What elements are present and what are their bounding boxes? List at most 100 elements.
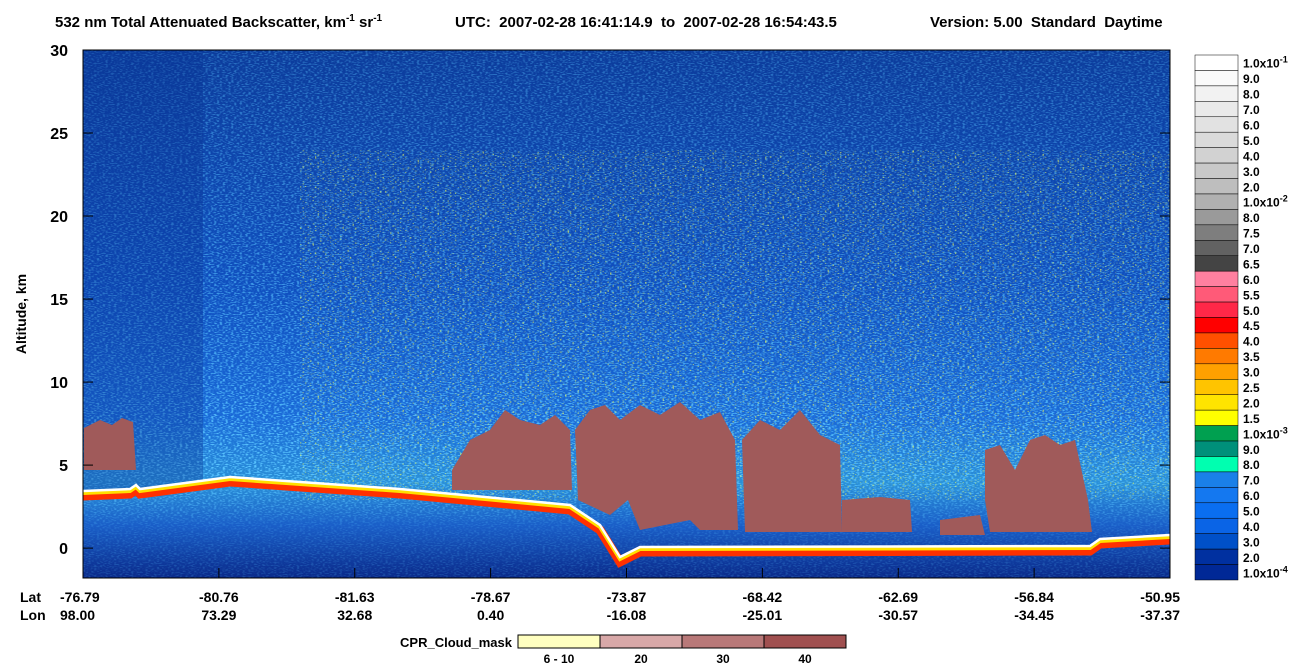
x-tick-label: 32.68 (337, 607, 372, 623)
colorbar-label: 8.0 (1243, 211, 1260, 225)
colorbar-label-sup: -4 (1280, 564, 1288, 574)
colorbar-label-text: 4.0 (1243, 149, 1260, 163)
colorbar-band (1194, 255, 1239, 272)
x-tick-label: -62.69 (878, 589, 918, 605)
colorbar-label-text: 3.0 (1243, 366, 1260, 380)
colorbar-label: 6.0 (1243, 489, 1260, 503)
colorbar-label-text: 1.0x10 (1243, 196, 1280, 210)
colorbar-label-text: 4.0 (1243, 520, 1260, 534)
legend-title: CPR_Cloud_mask (400, 635, 513, 650)
legend-swatch (599, 634, 683, 649)
colorbar-label-text: 7.0 (1243, 474, 1260, 488)
colorbar-label-text: 6.0 (1243, 118, 1260, 132)
colorbar-label: 7.0 (1243, 103, 1260, 117)
colorbar-label-text: 1.5 (1243, 412, 1260, 426)
colorbar-label: 4.0 (1243, 335, 1260, 349)
colorbar-label-text: 3.0 (1243, 535, 1260, 549)
colorbar-label: 1.0x10-2 (1243, 194, 1288, 210)
y-tick-label: 15 (50, 292, 68, 309)
colorbar-label: 6.0 (1243, 118, 1260, 132)
colorbar-label-text: 3.0 (1243, 165, 1260, 179)
clouds (84, 402, 1092, 535)
colorbar-band (1194, 70, 1239, 87)
colorbar-label-text: 7.0 (1243, 103, 1260, 117)
legend-label: 20 (634, 652, 648, 666)
colorbar-label-text: 1.0x10 (1243, 566, 1280, 580)
colorbar-label-text: 2.0 (1243, 180, 1260, 194)
colorbar-band (1194, 193, 1239, 210)
colorbar-label-text: 8.0 (1243, 211, 1260, 225)
colorbar-label: 1.5 (1243, 412, 1260, 426)
colorbar-label-text: 2.0 (1243, 396, 1260, 410)
colorbar-label-text: 7.0 (1243, 242, 1260, 256)
curtain-image (82, 49, 1171, 579)
colorbar-label: 1.0x10-4 (1243, 564, 1288, 580)
colorbar-band (1194, 317, 1239, 334)
colorbar-label-text: 6.0 (1243, 273, 1260, 287)
title-sup: -1 (373, 13, 382, 24)
y-tick-label: 20 (50, 209, 68, 226)
subtitle: UTC: 2007-02-28 16:41:14.9 to 2007-02-28… (455, 14, 837, 31)
colorbar-label: 3.0 (1243, 366, 1260, 380)
colorbar-band (1194, 224, 1239, 241)
colorbar-label-text: 8.0 (1243, 458, 1260, 472)
colorbar-band (1194, 332, 1239, 349)
axes: 0 5 10 15 20 25 30 Lat -76.79 -80.76 -81.63 -78.67 -… (20, 43, 1180, 623)
colorbar-band (1194, 409, 1239, 426)
colorbar-label-text: 2.0 (1243, 551, 1260, 565)
colorbar-band (1194, 286, 1239, 303)
colorbar-band (1194, 379, 1239, 395)
colorbar: 1.0x10-19.08.07.06.05.04.03.02.01.0x10-2… (1194, 54, 1288, 580)
title-text: 532 nm Total Attenuated Backscatter, km (55, 14, 346, 31)
colorbar-label-text: 6.5 (1243, 257, 1260, 271)
colorbar-band (1194, 487, 1239, 504)
x-tick-label: -81.63 (335, 589, 375, 605)
colorbar-label-sup: -1 (1280, 55, 1288, 65)
colorbar-label: 8.0 (1243, 458, 1260, 472)
colorbar-label: 5.5 (1243, 288, 1260, 302)
colorbar-band (1194, 131, 1239, 148)
colorbar-band (1194, 456, 1239, 473)
x-tick-label: -25.01 (743, 607, 783, 623)
colorbar-label-text: 1.0x10 (1243, 427, 1280, 441)
legend-swatch (517, 634, 601, 649)
colorbar-band (1194, 178, 1239, 195)
colorbar-band (1194, 162, 1239, 179)
x-tick-label: -56.84 (1014, 589, 1054, 605)
colorbar-label: 2.5 (1243, 381, 1260, 395)
title-text: sr (355, 14, 374, 31)
y-tick-label: 5 (59, 458, 68, 475)
legend-swatch (681, 634, 765, 649)
colorbar-label: 3.5 (1243, 350, 1260, 364)
x-tick-label: -16.08 (607, 607, 647, 623)
version: Version: 5.00 Standard Daytime (930, 14, 1163, 31)
legend: CPR_Cloud_mask 6 - 10 20 30 40 (400, 634, 847, 666)
x-tick-label: -37.37 (1140, 607, 1180, 623)
colorbar-label-text: 7.5 (1243, 227, 1260, 241)
colorbar-band (1194, 363, 1239, 380)
colorbar-label: 1.0x10-3 (1243, 425, 1288, 441)
x-tick-label: -73.87 (607, 589, 647, 605)
colorbar-label: 2.0 (1243, 396, 1260, 410)
colorbar-label-text: 5.0 (1243, 134, 1260, 148)
x-tick-label: -80.76 (199, 589, 239, 605)
colorbar-band (1194, 54, 1239, 71)
shade (83, 50, 203, 490)
colorbar-band (1194, 348, 1239, 365)
colorbar-band (1194, 517, 1239, 534)
colorbar-band (1194, 270, 1239, 287)
colorbar-label-sup: -2 (1280, 194, 1288, 204)
colorbar-label-text: 5.0 (1243, 304, 1260, 318)
title-sup: -1 (346, 13, 355, 24)
colorbar-label: 2.0 (1243, 180, 1260, 194)
colorbar-band (1194, 240, 1239, 256)
colorbar-label: 9.0 (1243, 72, 1260, 86)
colorbar-label: 6.0 (1243, 273, 1260, 287)
surface-return (82, 475, 1171, 568)
colorbar-label: 4.0 (1243, 149, 1260, 163)
colorbar-label: 3.0 (1243, 165, 1260, 179)
legend-label: 30 (716, 652, 730, 666)
colorbar-band (1194, 471, 1239, 488)
x-row-name: Lat (20, 589, 41, 605)
